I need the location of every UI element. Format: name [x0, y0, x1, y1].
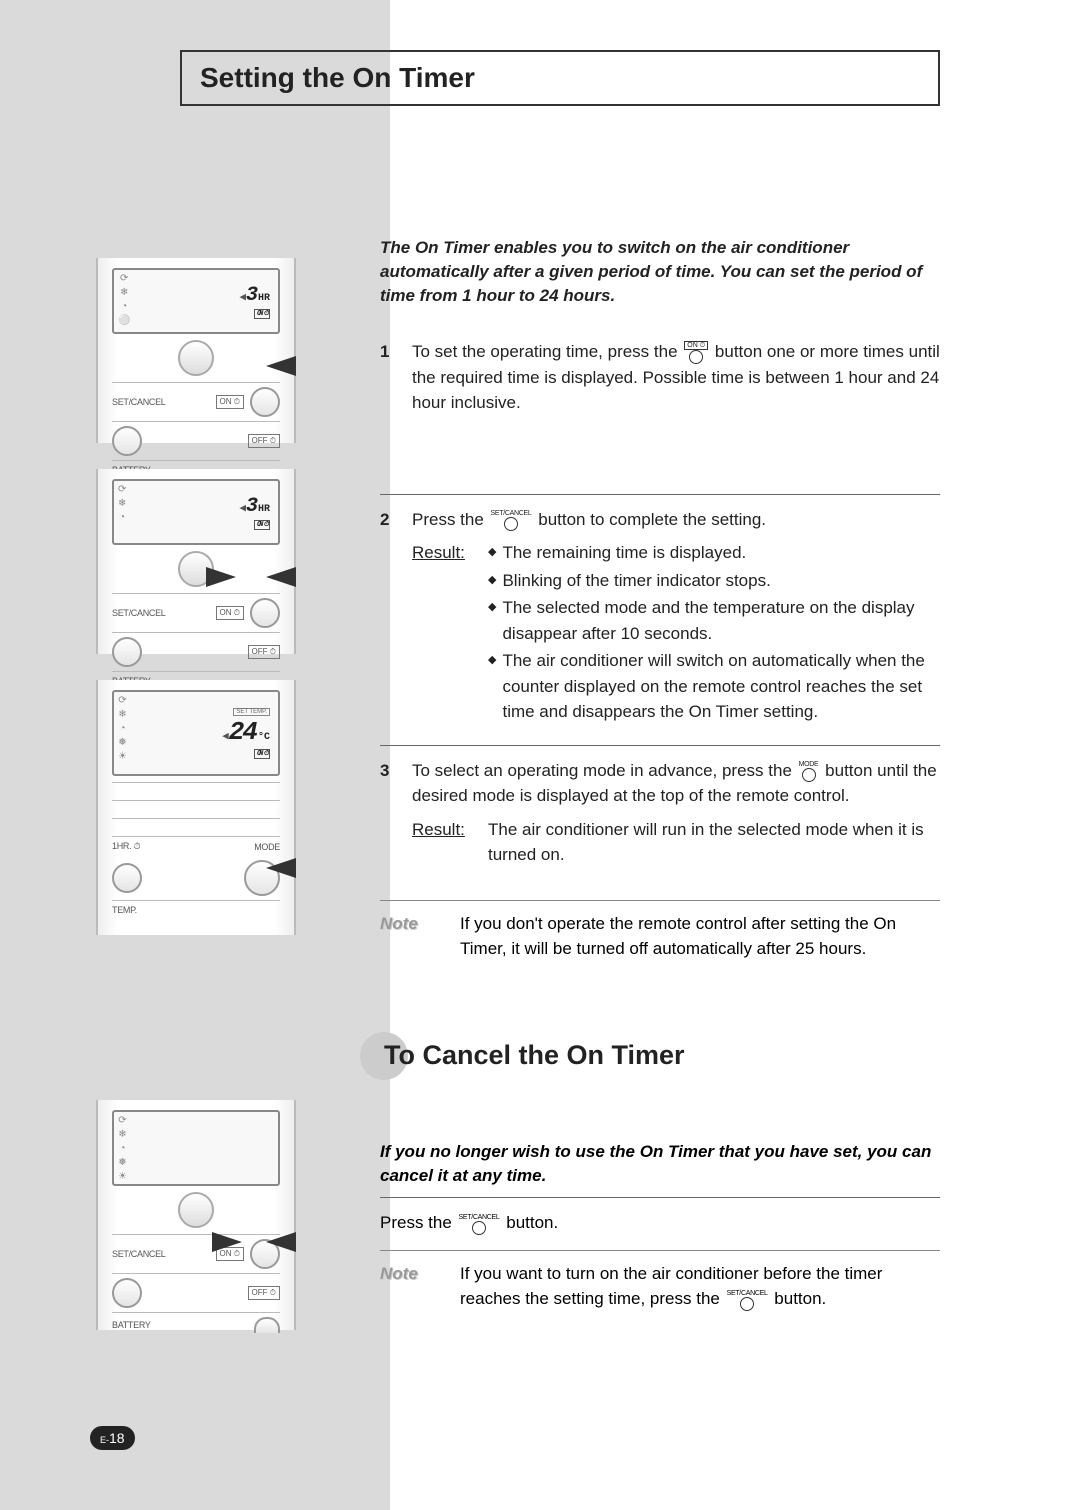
step2-body: Press the SET/CANCEL button to complete …: [412, 507, 940, 727]
setcancel-button: [112, 1278, 142, 1308]
note2-text-b: button.: [774, 1289, 826, 1308]
note2-body: If you want to turn on the air condition…: [460, 1261, 940, 1312]
step-3: 3 To select an operating mode in advance…: [380, 745, 940, 886]
intro-text: The On Timer enables you to switch on th…: [380, 236, 940, 307]
step3-num: 3: [380, 758, 396, 868]
step3-text-a: To select an operating mode in advance, …: [412, 761, 797, 780]
step2-num: 2: [380, 507, 396, 727]
note-label: Note: [380, 1261, 440, 1312]
setcancel-button-icon: SET/CANCEL: [459, 1214, 500, 1235]
steps-list: 1 To set the operating time, press the O…: [380, 327, 940, 886]
bullet-1: Blinking of the timer indicator stops.: [502, 568, 770, 594]
off-button: [254, 1317, 280, 1333]
bullet-3: The air conditioner will switch on autom…: [502, 648, 940, 725]
mode-button-icon: MODE: [799, 761, 819, 782]
setcancel-button-icon: SET/CANCEL: [491, 510, 532, 531]
cancel-text-b: button.: [506, 1213, 558, 1232]
step-2: 2 Press the SET/CANCEL button to complet…: [380, 494, 940, 745]
note1-text: If you don't operate the remote control …: [460, 911, 940, 962]
step3-result-text: The air conditioner will run in the sele…: [488, 817, 940, 868]
result-label: Result:: [412, 540, 472, 727]
main-content: Setting the On Timer The On Timer enable…: [180, 50, 940, 1312]
step-1: 1 To set the operating time, press the O…: [380, 327, 940, 434]
bullet-0: The remaining time is displayed.: [502, 540, 746, 566]
page-title-box: Setting the On Timer: [180, 50, 940, 106]
step2-bullets: The remaining time is displayed. Blinkin…: [488, 540, 940, 727]
setcancel-label: SET/CANCEL: [112, 608, 166, 618]
note-label: Note: [380, 911, 440, 962]
section2-title: To Cancel the On Timer: [384, 1040, 685, 1071]
setcancel-button: [112, 426, 142, 456]
note-2: Note If you want to turn on the air cond…: [380, 1250, 940, 1312]
cancel-step: Press the SET/CANCEL button.: [380, 1210, 940, 1236]
page-number: E-18: [90, 1426, 135, 1450]
setcancel-label: SET/CANCEL: [112, 397, 166, 407]
bullet-2: The selected mode and the temperature on…: [502, 595, 940, 646]
section2-heading: To Cancel the On Timer: [360, 1032, 940, 1080]
result-label: Result:: [412, 817, 472, 868]
step2-text-a: Press the: [412, 510, 489, 529]
thr-label: 1HR. ⏱: [112, 841, 140, 852]
setcancel-button: [112, 637, 142, 667]
divider: [380, 1197, 940, 1198]
cancel-text-a: Press the: [380, 1213, 457, 1232]
page-title: Setting the On Timer: [200, 62, 920, 94]
cancel-section: To Cancel the On Timer If you no longer …: [380, 1032, 940, 1312]
step1-text-a: To set the operating time, press the: [412, 342, 682, 361]
thr-button: [112, 863, 142, 893]
setcancel-label: SET/CANCEL: [112, 1249, 166, 1259]
intro2-text: If you no longer wish to use the On Time…: [380, 1140, 940, 1188]
step2-text-b: button to complete the setting.: [538, 510, 766, 529]
step3-body: To select an operating mode in advance, …: [412, 758, 940, 868]
page-num: 18: [109, 1430, 125, 1446]
on-button-icon: ON ⏱: [684, 341, 708, 364]
note-1: Note If you don't operate the remote con…: [380, 900, 940, 962]
page-prefix: E-: [100, 1435, 109, 1445]
step1-num: 1: [380, 339, 396, 416]
battery-label: BATTERY: [112, 1320, 151, 1330]
temp-label: TEMP.: [112, 905, 137, 915]
step1-body: To set the operating time, press the ON …: [412, 339, 940, 416]
setcancel-button-icon: SET/CANCEL: [727, 1290, 768, 1311]
